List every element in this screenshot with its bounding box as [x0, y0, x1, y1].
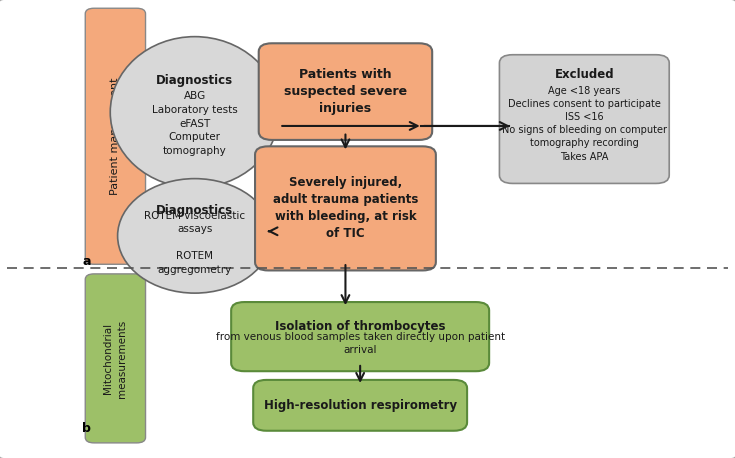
Text: Mitochondrial
measurements: Mitochondrial measurements — [104, 319, 127, 398]
FancyBboxPatch shape — [231, 302, 490, 371]
Text: Patient management: Patient management — [110, 77, 121, 195]
Text: a: a — [82, 255, 91, 267]
FancyBboxPatch shape — [259, 44, 432, 140]
Text: Isolation of thrombocytes: Isolation of thrombocytes — [275, 320, 445, 333]
Text: ABG
Laboratory tests
eFAST
Computer
tomography: ABG Laboratory tests eFAST Computer tomo… — [152, 92, 237, 156]
Text: ROTEM viscoelastic
assays

ROTEM
aggregometry: ROTEM viscoelastic assays ROTEM aggregom… — [144, 211, 245, 275]
Text: Diagnostics: Diagnostics — [157, 204, 233, 217]
Text: b: b — [82, 422, 91, 435]
Ellipse shape — [118, 179, 272, 293]
Text: Age <18 years
Declines consent to participate
ISS <16
No signs of bleeding on co: Age <18 years Declines consent to partic… — [502, 86, 667, 162]
FancyBboxPatch shape — [500, 55, 669, 184]
FancyBboxPatch shape — [253, 380, 467, 431]
Ellipse shape — [110, 37, 279, 188]
Text: High-resolution respirometry: High-resolution respirometry — [264, 399, 456, 412]
Text: Diagnostics: Diagnostics — [157, 74, 233, 87]
FancyBboxPatch shape — [255, 147, 436, 270]
FancyBboxPatch shape — [85, 8, 146, 264]
FancyBboxPatch shape — [85, 274, 146, 443]
Text: Patients with
suspected severe
injuries: Patients with suspected severe injuries — [284, 68, 407, 115]
Text: from venous blood samples taken directly upon patient
arrival: from venous blood samples taken directly… — [215, 332, 505, 355]
Text: Excluded: Excluded — [554, 68, 614, 81]
Text: Severely injured,
adult trauma patients
with bleeding, at risk
of TIC: Severely injured, adult trauma patients … — [273, 176, 418, 240]
